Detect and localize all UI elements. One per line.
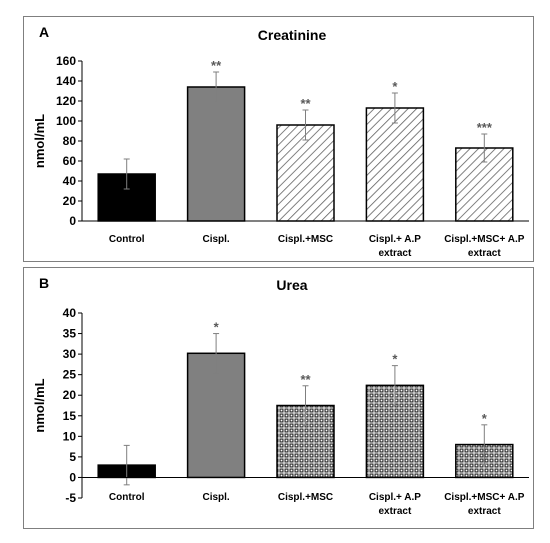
urea-panel: B Urea nmol/mL -5 0 5 10 15 20 25 30 35 40 Control * Ci… (23, 267, 534, 529)
x-tick-label: Control (109, 234, 145, 245)
creatinine-panel: A Creatinine nmol/mL 0 20 40 60 80 100 120 140 160 C… (23, 16, 534, 262)
y-tick-label: 120 (56, 94, 76, 108)
y-tick-label: 0 (69, 470, 76, 484)
significance-marker: *** (477, 120, 493, 135)
significance-marker: * (214, 320, 220, 335)
x-tick-label: Cispl. (202, 492, 229, 503)
x-tick-label: extract (468, 506, 501, 517)
x-tick-label: extract (468, 248, 501, 259)
y-tick-label: 20 (63, 194, 77, 208)
y-tick-label: -5 (65, 491, 76, 505)
panel-label: A (39, 24, 49, 40)
x-tick-label: Cispl. (202, 234, 229, 245)
panel-label: B (39, 275, 49, 291)
y-tick-label: 140 (56, 74, 76, 88)
y-tick-label: 15 (63, 409, 77, 423)
x-tick-label: extract (378, 248, 411, 259)
y-axis-label: nmol/mL (32, 114, 47, 168)
urea-chart: B Urea nmol/mL -5 0 5 10 15 20 25 30 35 40 Control * Ci… (32, 275, 529, 517)
y-tick-label: 160 (56, 54, 76, 68)
y-tick-label: 0 (69, 214, 76, 228)
significance-marker: ** (211, 58, 222, 73)
y-axis-label: nmol/mL (32, 378, 47, 432)
chart-title: Urea (276, 277, 307, 293)
y-tick-label: 60 (63, 154, 77, 168)
y-tick-label: 35 (63, 327, 77, 341)
x-tick-label: Control (109, 492, 145, 503)
y-tick-label: 80 (63, 134, 77, 148)
bar-cispl-a-p-extract (365, 107, 425, 222)
y-tick-label: 10 (63, 429, 77, 443)
bar-cispl-msc (276, 124, 335, 222)
y-tick-label: 20 (63, 388, 77, 402)
y-tick-label: 5 (69, 450, 76, 464)
significance-marker: * (392, 79, 398, 94)
significance-marker: * (392, 352, 398, 367)
x-tick-label: Cispl.+ A.P (369, 492, 421, 503)
x-tick-label: Cispl.+MSC+ A.P (444, 234, 525, 245)
x-tick-label: Cispl.+MSC+ A.P (444, 492, 525, 503)
x-tick-label: Cispl.+MSC (278, 234, 333, 245)
significance-marker: * (482, 411, 488, 426)
y-tick-label: 25 (63, 368, 77, 382)
bar-cispl (186, 86, 246, 222)
x-tick-label: Cispl.+ A.P (369, 234, 421, 245)
bar-cispl (186, 352, 246, 479)
y-tick-label: 40 (63, 306, 77, 320)
y-tick-label: 40 (63, 174, 77, 188)
x-tick-label: Cispl.+MSC (278, 492, 333, 503)
significance-marker: ** (300, 372, 311, 387)
significance-marker: ** (300, 96, 311, 111)
x-tick-label: extract (378, 506, 411, 517)
y-tick-label: 30 (63, 347, 77, 361)
creatinine-chart: A Creatinine nmol/mL 0 20 40 60 80 100 120 140 160 C… (32, 24, 529, 259)
chart-title: Creatinine (258, 27, 327, 43)
y-tick-label: 100 (56, 114, 76, 128)
